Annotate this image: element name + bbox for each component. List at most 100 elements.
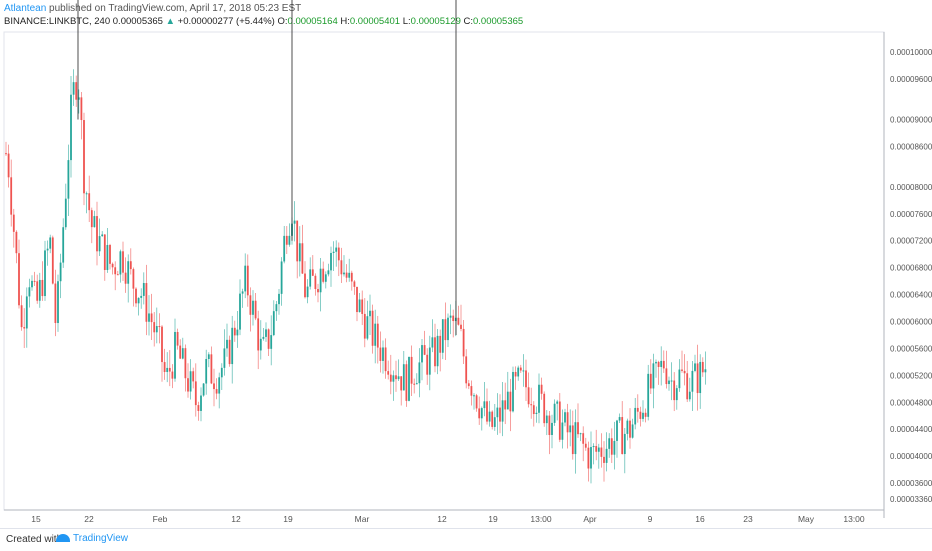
candle-body	[491, 411, 494, 427]
open-label: O:	[277, 16, 288, 27]
candle-body	[25, 296, 28, 329]
candle-body	[345, 272, 348, 278]
author-link[interactable]: Atlantean	[4, 3, 47, 14]
candle-body	[556, 401, 559, 404]
candle-body	[358, 299, 361, 313]
candle-body	[200, 395, 202, 411]
candle-body	[514, 371, 517, 377]
candle-body	[77, 97, 80, 100]
candle-body	[254, 300, 257, 319]
high-value: 0.00005401	[349, 16, 401, 27]
low-label: L:	[402, 16, 411, 27]
x-tick-label: Apr	[583, 514, 596, 524]
candle-body	[673, 380, 676, 401]
y-tick-label: 0.00004400	[890, 425, 932, 434]
candle-body	[101, 234, 104, 237]
x-tick-label: 9	[648, 514, 653, 524]
y-tick-label: 0.00003600	[890, 479, 932, 488]
candle-body	[155, 326, 158, 333]
candle-body	[197, 405, 200, 411]
candle-body	[426, 354, 429, 375]
candle-body	[579, 433, 582, 435]
candle-body	[72, 82, 75, 95]
candle-body	[202, 383, 205, 396]
candle-body	[374, 323, 377, 346]
up-arrow-icon: ▲	[165, 16, 176, 27]
candle-body	[582, 433, 585, 444]
candle-body	[311, 269, 314, 276]
candle-body	[46, 248, 49, 251]
candle-body	[636, 407, 639, 412]
candle-body	[496, 407, 499, 418]
candle-body	[395, 375, 397, 380]
candle-body	[129, 261, 132, 270]
candle-body	[655, 361, 657, 364]
candle-body	[62, 227, 65, 263]
tradingview-brand[interactable]: TradingView	[56, 533, 128, 544]
publish-line: Atlantean published on TradingView.com, …	[4, 3, 301, 14]
candle-body	[5, 153, 7, 155]
candle-body	[233, 327, 236, 336]
candle-body	[59, 262, 62, 282]
candle-body	[41, 279, 44, 297]
candle-body	[353, 281, 356, 287]
candle-body	[330, 252, 332, 271]
candle-body	[259, 338, 262, 351]
candle-body	[168, 367, 171, 372]
y-tick-label: 0.00004000	[890, 452, 932, 461]
candle-body	[561, 422, 564, 440]
candle-body	[597, 447, 600, 452]
candle-body	[31, 280, 33, 288]
candle-body	[231, 327, 234, 365]
candle-body	[470, 386, 473, 396]
x-tick-label: May	[798, 514, 815, 524]
candle-body	[54, 283, 57, 324]
candle-body	[98, 236, 101, 252]
candle-body	[132, 269, 135, 289]
candle-body	[103, 234, 106, 270]
candle-body	[603, 456, 605, 463]
candle-body	[462, 328, 465, 357]
candle-body	[642, 412, 644, 419]
last-price: 0.00005365	[112, 16, 163, 27]
candle-body	[7, 153, 10, 178]
candle-body	[623, 433, 626, 455]
candle-body	[10, 177, 13, 215]
candle-body	[337, 247, 340, 261]
candle-body	[278, 293, 280, 305]
candle-body	[402, 364, 405, 391]
candle-body	[488, 411, 491, 422]
candle-body	[525, 370, 527, 388]
candle-body	[566, 412, 569, 433]
candle-body	[288, 235, 291, 245]
y-tick-label: 0.00004800	[890, 398, 932, 407]
candle-body	[691, 370, 694, 392]
candle-body	[207, 354, 210, 359]
candle-body	[298, 243, 301, 262]
x-tick-label: 16	[695, 514, 705, 524]
candle-body	[660, 360, 663, 367]
candle-body	[192, 371, 195, 382]
candle-body	[181, 348, 184, 359]
candle-body	[649, 373, 652, 389]
candle-body	[327, 270, 330, 275]
candle-body	[486, 401, 488, 422]
candle-body	[569, 425, 572, 433]
candle-body	[387, 371, 390, 375]
candle-body	[38, 279, 41, 301]
candle-body	[548, 415, 551, 435]
candle-body	[608, 438, 611, 449]
candle-body	[483, 401, 486, 409]
candle-body	[683, 370, 686, 374]
price-chart[interactable]: 0.00010000 0.00009600 0.00009000 0.00008600…	[0, 0, 932, 528]
candle-body	[363, 313, 366, 339]
candle-body	[124, 272, 127, 284]
candle-body	[324, 274, 327, 282]
candle-body	[397, 376, 400, 380]
ohlc-line: BINANCE:LINKBTC, 240 0.00005365 ▲ +0.000…	[4, 16, 523, 27]
candle-body	[140, 295, 143, 298]
candle-body	[382, 347, 384, 361]
candle-body	[75, 82, 78, 100]
candle-body	[379, 347, 382, 361]
y-tick-label: 0.00005600	[890, 344, 932, 353]
